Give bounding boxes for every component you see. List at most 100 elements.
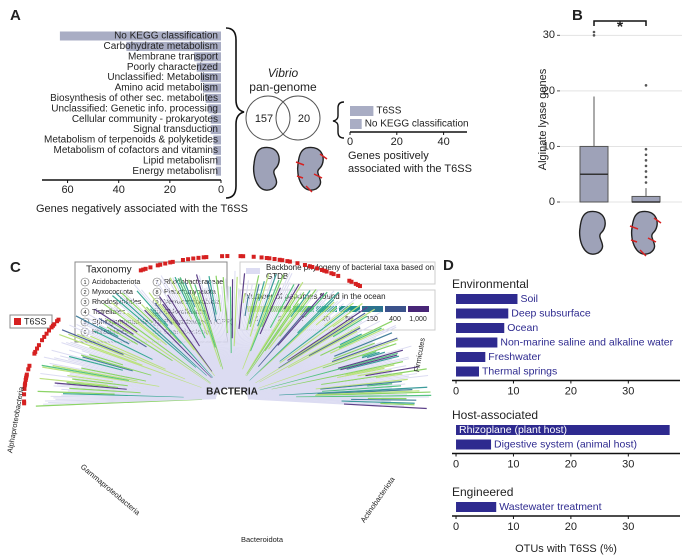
branch <box>133 283 225 390</box>
marker <box>180 258 185 263</box>
group-title: Environmental <box>452 277 529 291</box>
branch-abundance <box>341 400 415 404</box>
outlier <box>644 181 648 184</box>
secretion-mark <box>629 225 639 230</box>
scale-swatch <box>408 306 429 312</box>
branch <box>236 273 293 389</box>
branch-abundance <box>250 279 280 352</box>
bar <box>213 135 221 145</box>
significance: * <box>617 19 624 36</box>
branch <box>236 282 291 389</box>
branch <box>172 277 228 389</box>
cell-icon <box>252 146 280 191</box>
legend-swatch <box>14 318 21 325</box>
branch-abundance <box>238 273 246 329</box>
branch-abundance <box>177 278 206 339</box>
branch-abundance <box>82 356 133 372</box>
branch-abundance <box>244 295 249 317</box>
branch-abundance <box>242 293 246 304</box>
branch-abundance <box>245 281 304 376</box>
marker <box>148 265 153 270</box>
branch-abundance <box>337 367 385 379</box>
bar <box>215 156 221 166</box>
marker <box>324 269 329 274</box>
branch-abundance <box>118 320 212 385</box>
branch-abundance <box>337 349 404 369</box>
phylogeny-tree <box>22 254 432 410</box>
bar-label: Unclassified: Metabolism <box>107 72 218 83</box>
secretion-mark <box>639 249 647 257</box>
scale-swatch <box>339 306 360 312</box>
branch-abundance <box>271 361 404 391</box>
branch-abundance <box>94 308 134 335</box>
secretion-mark <box>630 239 638 243</box>
bar-label: Energy metabolism <box>132 166 218 177</box>
branch-abundance <box>89 354 124 366</box>
marker <box>138 268 143 273</box>
branch-abundance <box>148 292 195 351</box>
branch-abundance <box>287 306 368 362</box>
branch-abundance <box>37 390 115 395</box>
branch <box>237 286 296 389</box>
brace <box>332 101 345 139</box>
scale-label: 20 <box>322 316 330 323</box>
brace <box>225 27 245 199</box>
panel-letter: A <box>10 7 21 24</box>
branch-abundance <box>366 351 386 359</box>
marker <box>196 255 201 260</box>
branch-abundance <box>93 330 153 360</box>
marker <box>302 263 307 268</box>
marker <box>201 255 206 260</box>
bar <box>456 352 486 362</box>
legend-label: T6SS <box>24 316 47 326</box>
secretion-mark <box>295 161 305 166</box>
marker <box>347 278 352 283</box>
y-tick-label: 10 <box>543 140 555 152</box>
bar <box>456 337 498 348</box>
cell-icon <box>578 210 606 255</box>
branch-abundance <box>61 329 124 356</box>
branch-abundance <box>229 286 232 354</box>
branch-abundance <box>41 364 130 381</box>
bar <box>203 83 221 93</box>
marker <box>56 317 61 322</box>
branch-abundance <box>346 355 400 370</box>
bar <box>208 104 221 114</box>
branch-abundance <box>315 391 431 397</box>
branch-abundance <box>320 320 393 357</box>
x-tick-label: 20 <box>565 521 577 533</box>
venn-subtitle: pan-genome <box>249 80 317 94</box>
marker <box>47 328 52 333</box>
bar-label: Metabolism of terpenoids & polyketides <box>44 135 218 146</box>
branch-abundance <box>77 333 186 380</box>
branch-abundance <box>233 276 238 347</box>
venn-title: Vibrio <box>268 66 299 80</box>
branch <box>236 288 290 389</box>
branch-abundance <box>249 273 270 337</box>
branch-abundance <box>90 335 166 370</box>
bar-label: Soil <box>520 293 538 305</box>
taxon-number-badge <box>152 287 162 297</box>
venn-circle <box>245 95 291 141</box>
bar <box>456 294 518 304</box>
branch-abundance <box>279 303 363 364</box>
branch-abundance <box>258 339 399 390</box>
branch-abundance <box>98 325 119 338</box>
marker <box>155 263 160 268</box>
branch-abundance <box>322 343 397 369</box>
branch-abundance <box>249 293 260 328</box>
branch-abundance <box>103 303 212 383</box>
branch-abundance <box>380 402 415 406</box>
bar <box>126 41 221 51</box>
branch-abundance <box>66 381 119 388</box>
branch-abundance <box>80 354 152 376</box>
panel-letter: B <box>572 7 583 24</box>
marker <box>44 331 49 336</box>
marker <box>355 282 360 287</box>
branch-abundance <box>169 277 193 320</box>
marker <box>220 254 225 259</box>
outlier <box>644 153 648 157</box>
branch-abundance <box>375 373 403 379</box>
branch-abundance <box>297 291 340 334</box>
branch-abundance <box>42 366 160 387</box>
